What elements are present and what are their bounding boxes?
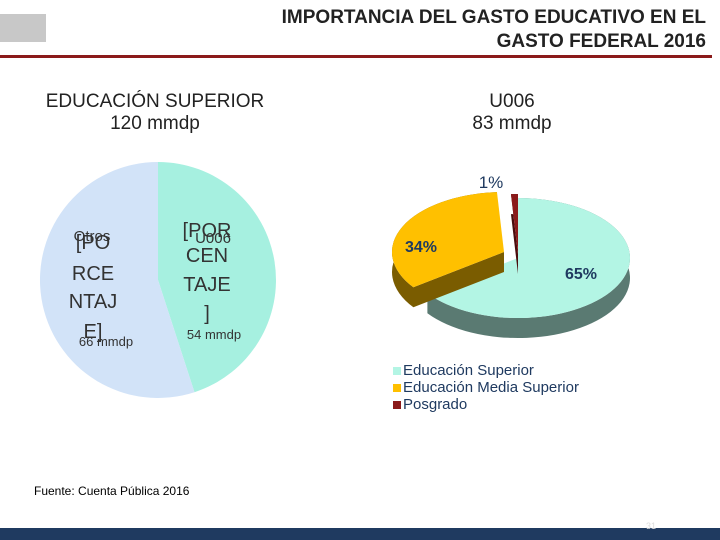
slice-placeholder-otros-line1: [PO — [76, 232, 110, 254]
page-number: 31 — [646, 521, 657, 531]
source-note: Fuente: Cuenta Pública 2016 — [34, 484, 190, 498]
slice-placeholder-u006-line4: ] — [204, 303, 210, 325]
slice-placeholder-otros-line4: E] — [84, 321, 103, 343]
slice-label-otros-name: Otros — [74, 228, 111, 245]
pie-slice-posgrado — [510, 194, 518, 254]
right-heading-line2: 83 mmdp — [472, 113, 552, 134]
right-pie-chart-3d: 65% 34% 1% — [391, 173, 630, 338]
slice-label-otros-value: 66 mmdp — [79, 334, 133, 349]
pie-slice-otros — [39, 162, 195, 398]
pct-label-educacion-superior: 65% — [565, 266, 597, 283]
pie-slice-educacion-superior — [427, 198, 630, 318]
pie-side-educacion-superior — [427, 198, 630, 338]
left-pie-chart: U006 54 mmdp [POR CEN TAJE ] Otros 66 mm… — [39, 162, 276, 398]
slice-placeholder-otros-line2: RCE — [72, 263, 114, 285]
pie-slice-educacion-media-superior — [391, 192, 504, 288]
legend-label-posgrado: Posgrado — [403, 396, 468, 413]
slice-label-u006-value: 54 mmdp — [187, 327, 241, 342]
corner-tab-decoration — [0, 14, 46, 42]
slide-title-line1: IMPORTANCIA DEL GASTO EDUCATIVO EN EL — [281, 7, 706, 28]
right-chart-legend: Educación Superior Educación Media Super… — [393, 362, 579, 413]
left-heading-line2: 120 mmdp — [110, 113, 200, 134]
legend-label-educacion-superior: Educación Superior — [403, 362, 534, 379]
legend-swatch-posgrado — [393, 400, 401, 409]
slice-placeholder-u006-line2: CEN — [186, 245, 228, 267]
title-underline — [0, 55, 712, 58]
left-chart-heading: EDUCACIÓN SUPERIOR 120 mmdp — [14, 91, 296, 135]
legend-item-posgrado: Posgrado — [393, 396, 579, 413]
legend-item-educacion-media-superior: Educación Media Superior — [393, 379, 579, 396]
slide-title: IMPORTANCIA DEL GASTO EDUCATIVO EN EL GA… — [106, 6, 706, 54]
right-heading-line1: U006 — [489, 91, 535, 112]
pie-slice-u006 — [158, 162, 276, 393]
slice-placeholder-otros-line3: NTAJ — [69, 291, 118, 313]
left-heading-line1: EDUCACIÓN SUPERIOR — [45, 91, 265, 112]
footer-bar — [0, 528, 720, 540]
slice-label-u006-name: U006 — [195, 230, 231, 247]
right-chart-heading: U006 83 mmdp — [402, 91, 622, 135]
legend-label-educacion-media-superior: Educación Media Superior — [403, 379, 579, 396]
legend-swatch-educacion-superior — [393, 366, 401, 375]
legend-item-educacion-superior: Educación Superior — [393, 362, 579, 379]
slide-title-line2: GASTO FEDERAL 2016 — [496, 31, 706, 52]
legend-swatch-educacion-media-superior — [393, 383, 401, 392]
slice-placeholder-u006-line1: [POR — [183, 220, 232, 242]
slice-placeholder-u006-line3: TAJE — [183, 274, 230, 296]
pct-label-posgrado: 1% — [479, 173, 504, 192]
pct-label-educacion-media-superior: 34% — [405, 239, 437, 256]
